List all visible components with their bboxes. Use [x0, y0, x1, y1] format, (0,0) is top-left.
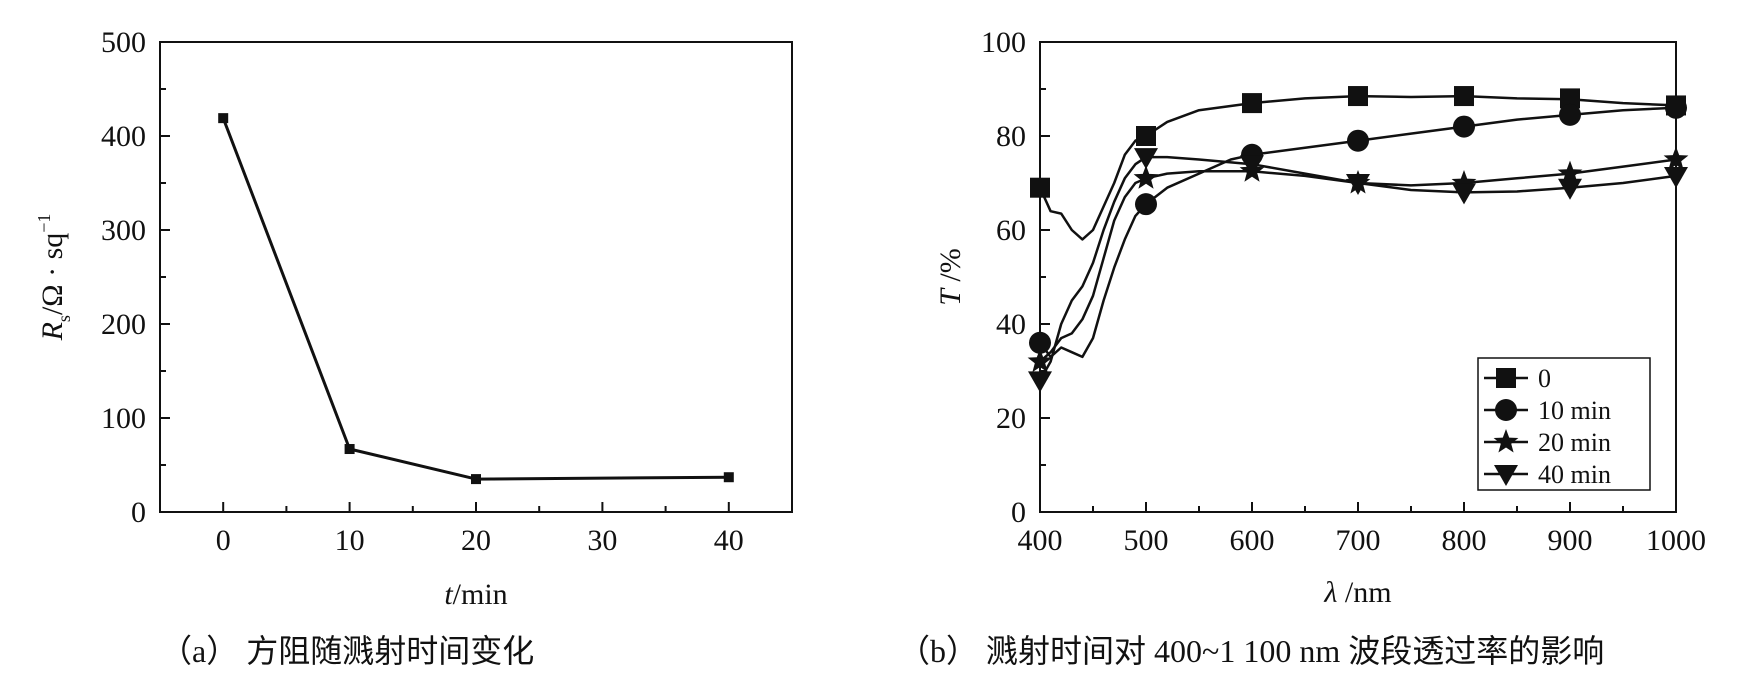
series-line-3: [1038, 155, 1677, 382]
data-point: [344, 444, 355, 455]
series-line-1: [1039, 106, 1677, 359]
data-point: [1242, 93, 1262, 114]
legend-label: 10 min: [1538, 396, 1611, 425]
data-point: [1346, 174, 1370, 195]
data-point: [1240, 155, 1264, 177]
data-point: [1135, 193, 1157, 216]
legend-marker: [1493, 429, 1519, 453]
y-tick-label: 100: [981, 26, 1026, 59]
y-tick-label: 400: [101, 120, 146, 153]
data-point: [218, 113, 229, 124]
data-point: [1134, 148, 1158, 170]
legend-label: 0: [1538, 364, 1551, 393]
y-tick-label: 80: [996, 120, 1026, 153]
data-point: [1451, 170, 1477, 194]
series-line-2: [1039, 158, 1677, 363]
x-tick-label: 20: [461, 524, 491, 557]
x-tick-label: 800: [1442, 524, 1487, 557]
y-tick-label: 500: [101, 26, 146, 59]
chart-b-ticks: 400 500 600 700 800 900 1000 0 20 40 60 80 100: [981, 26, 1706, 557]
x-tick-label: 30: [587, 524, 617, 557]
chart-a-frame: [159, 41, 793, 513]
chart-b-legend: 0 10 min 20 min 40 min: [1477, 357, 1651, 491]
x-tick-label: 40: [714, 524, 744, 557]
y-tick-label: 100: [101, 402, 146, 435]
data-point: [471, 474, 481, 485]
chart-a-caption: （a） 方阻随溅射时间变化: [160, 633, 534, 669]
data-point: [1663, 146, 1689, 170]
data-point: [1664, 166, 1688, 188]
data-point: [1028, 371, 1052, 393]
x-tick-label: 500: [1124, 524, 1169, 557]
legend-label: 20 min: [1538, 428, 1611, 457]
legend-marker: [1496, 368, 1516, 388]
y-tick-label: 60: [996, 214, 1026, 247]
legend-marker: [1494, 465, 1518, 486]
series-line-0: [221, 117, 729, 481]
chart-a-xlabel: t/min: [444, 578, 507, 611]
legend-marker: [1495, 399, 1517, 421]
series-line-0: [1038, 94, 1677, 241]
data-point: [1133, 165, 1159, 189]
data-point: [1453, 115, 1475, 138]
y-tick-label: 0: [1011, 496, 1026, 529]
x-tick-label: 10: [335, 524, 365, 557]
x-tick-label: 700: [1336, 524, 1381, 557]
y-tick-label: 0: [131, 496, 146, 529]
chart-a-series: [218, 113, 734, 485]
data-point: [1560, 88, 1580, 109]
data-point: [1029, 331, 1051, 354]
data-point: [1665, 96, 1687, 119]
data-point: [723, 472, 734, 483]
y-tick-label: 200: [101, 308, 146, 341]
data-point: [1136, 126, 1156, 146]
chart-b-caption: （b） 溅射时间对 400~1 100 nm 波段透过率的影响: [898, 633, 1604, 669]
chart-b: 400 500 600 700 800 900 1000 0 20 40 60 80 100 0 10 m…: [898, 26, 1706, 669]
data-point: [1348, 86, 1368, 107]
x-tick-label: 0: [216, 524, 231, 557]
legend-label: 40 min: [1538, 460, 1611, 489]
y-tick-label: 300: [101, 214, 146, 247]
data-point: [1559, 103, 1581, 126]
data-point: [1454, 86, 1474, 107]
chart-a-ylabel: Rs/Ω · sq−1: [34, 214, 74, 342]
chart-b-ylabel: T /%: [934, 248, 967, 306]
data-point: [1347, 129, 1369, 152]
x-tick-label: 1000: [1646, 524, 1706, 557]
chart-b-series: [1027, 86, 1689, 393]
data-point: [1030, 177, 1050, 198]
x-tick-label: 900: [1548, 524, 1593, 557]
data-point: [1557, 160, 1583, 185]
x-tick-label: 600: [1230, 524, 1275, 557]
chart-b-xlabel: λ /nm: [1323, 576, 1391, 609]
data-point: [1558, 178, 1582, 200]
y-tick-label: 40: [996, 308, 1026, 341]
y-tick-label: 20: [996, 402, 1026, 435]
data-point: [1027, 348, 1053, 373]
x-tick-label: 400: [1018, 524, 1063, 557]
data-point: [1452, 183, 1476, 205]
